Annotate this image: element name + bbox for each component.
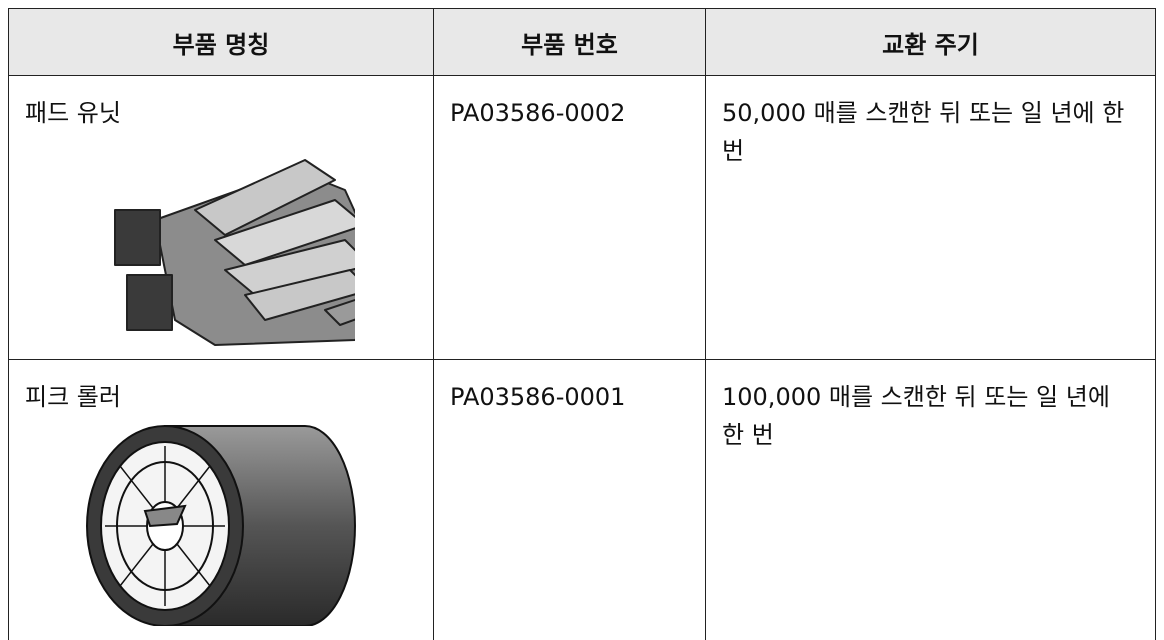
pad-unit-image [95, 130, 355, 350]
header-row: 부품 명칭 부품 번호 교환 주기 [9, 9, 1156, 76]
cell: 100,000 매를 스캔한 뒤 또는 일 년에 한 번 [706, 360, 1156, 640]
header-cell: 부품 명칭 [9, 9, 434, 76]
cell: 50,000 매를 스캔한 뒤 또는 일 년에 한 번 [706, 76, 1156, 360]
cell: 패드 유닛 [9, 76, 434, 360]
part-number: PA03586-0001 [450, 378, 689, 416]
header-cell: 부품 번호 [434, 9, 706, 76]
part-number: PA03586-0002 [450, 94, 689, 132]
pick-roller-image [65, 416, 365, 626]
header-cell: 교환 주기 [706, 9, 1156, 76]
replacement-cycle: 100,000 매를 스캔한 뒤 또는 일 년에 한 번 [722, 378, 1139, 454]
cell: 피크 롤러 [9, 360, 434, 640]
part-name: 피크 롤러 [25, 378, 417, 416]
part-name: 패드 유닛 [25, 94, 417, 132]
replacement-cycle: 50,000 매를 스캔한 뒤 또는 일 년에 한 번 [722, 94, 1139, 170]
row: 피크 롤러 [9, 360, 1156, 640]
cell: PA03586-0002 [434, 76, 706, 360]
row: 패드 유닛 PA03586-0002 50,000 매를 스캔한 뒤 또는 일 … [9, 76, 1156, 360]
cell: PA03586-0001 [434, 360, 706, 640]
parts-table: 부품 명칭 부품 번호 교환 주기 패드 유닛 PA03586-0002 50,… [8, 8, 1156, 640]
